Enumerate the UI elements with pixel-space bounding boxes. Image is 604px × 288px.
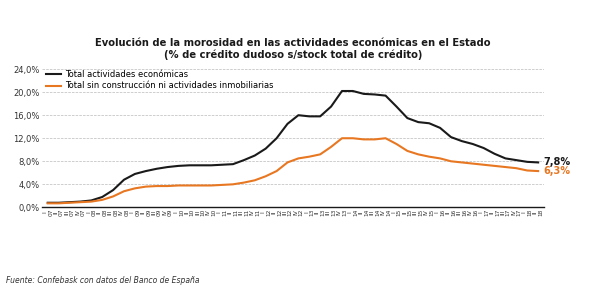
Text: Fuente: Confebask con datos del Banco de España: Fuente: Confebask con datos del Banco de… (6, 276, 199, 285)
Text: 7,8%: 7,8% (544, 158, 571, 167)
Text: 6,3%: 6,3% (544, 166, 571, 176)
Title: Evolución de la morosidad en las actividades económicas en el Estado
(% de crédi: Evolución de la morosidad en las activid… (95, 38, 490, 60)
Legend: Total actividades económicas, Total sin construcción ni actividades inmobiliaria: Total actividades económicas, Total sin … (47, 70, 273, 90)
